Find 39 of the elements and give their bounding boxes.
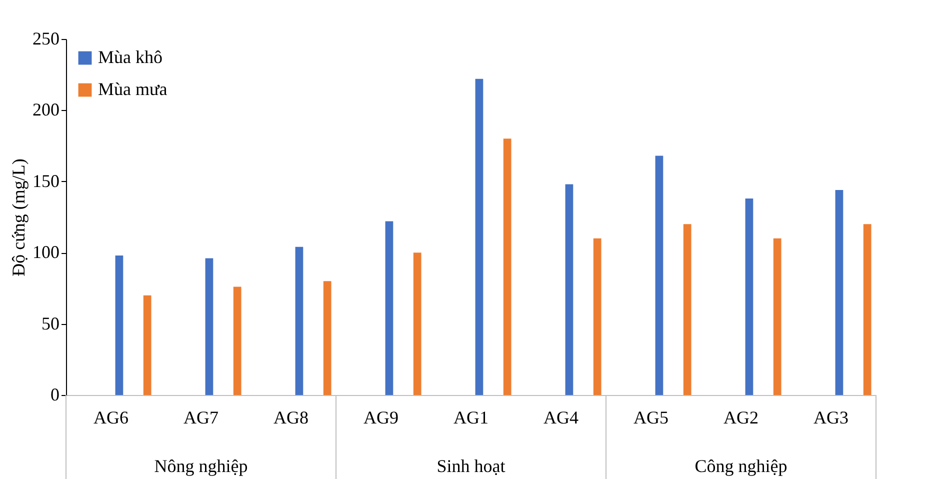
bar	[233, 286, 242, 395]
bar	[115, 255, 124, 395]
bar	[835, 190, 844, 395]
text: Sinh hoạt	[436, 456, 506, 476]
bar	[143, 295, 152, 395]
bar	[655, 156, 664, 395]
x-tick-label: AG5	[634, 408, 668, 428]
x-tick-label: AG9	[364, 408, 398, 428]
x-tick-label: AG6	[94, 408, 128, 428]
y-axis-title: Độ cứng (mg/L)	[8, 158, 28, 276]
bar	[385, 221, 394, 395]
y-tick-label: 200	[32, 100, 60, 120]
y-tick-label: 0	[50, 384, 60, 404]
x-tick-label: AG1	[454, 408, 488, 428]
x-tick-label: AG2	[724, 408, 758, 428]
x-tick-label: AG8	[274, 408, 308, 428]
bar	[295, 246, 304, 395]
bar	[475, 78, 484, 395]
bar	[323, 281, 332, 395]
bar	[863, 224, 872, 395]
bar	[205, 258, 214, 395]
x-tick-label: AG7	[184, 408, 218, 428]
bar	[413, 252, 422, 395]
x-tick-label: AG3	[814, 408, 848, 428]
y-tick-label: 150	[32, 170, 60, 191]
bar	[503, 138, 512, 395]
bar	[773, 238, 782, 395]
bar	[565, 184, 574, 395]
y-tick-label: 50	[42, 313, 60, 334]
bar	[593, 238, 602, 395]
y-tick-label: 100	[32, 242, 60, 262]
bar	[745, 198, 754, 395]
y-tick-label: 250	[32, 28, 60, 48]
legend-label: Mùa mưa	[98, 79, 168, 99]
legend-label: Mùa khô	[98, 47, 162, 67]
text: Nông nghiệp	[154, 456, 248, 476]
bar	[683, 224, 692, 395]
x-tick-label: AG4	[544, 408, 578, 428]
text: Công nghiệp	[694, 456, 788, 476]
